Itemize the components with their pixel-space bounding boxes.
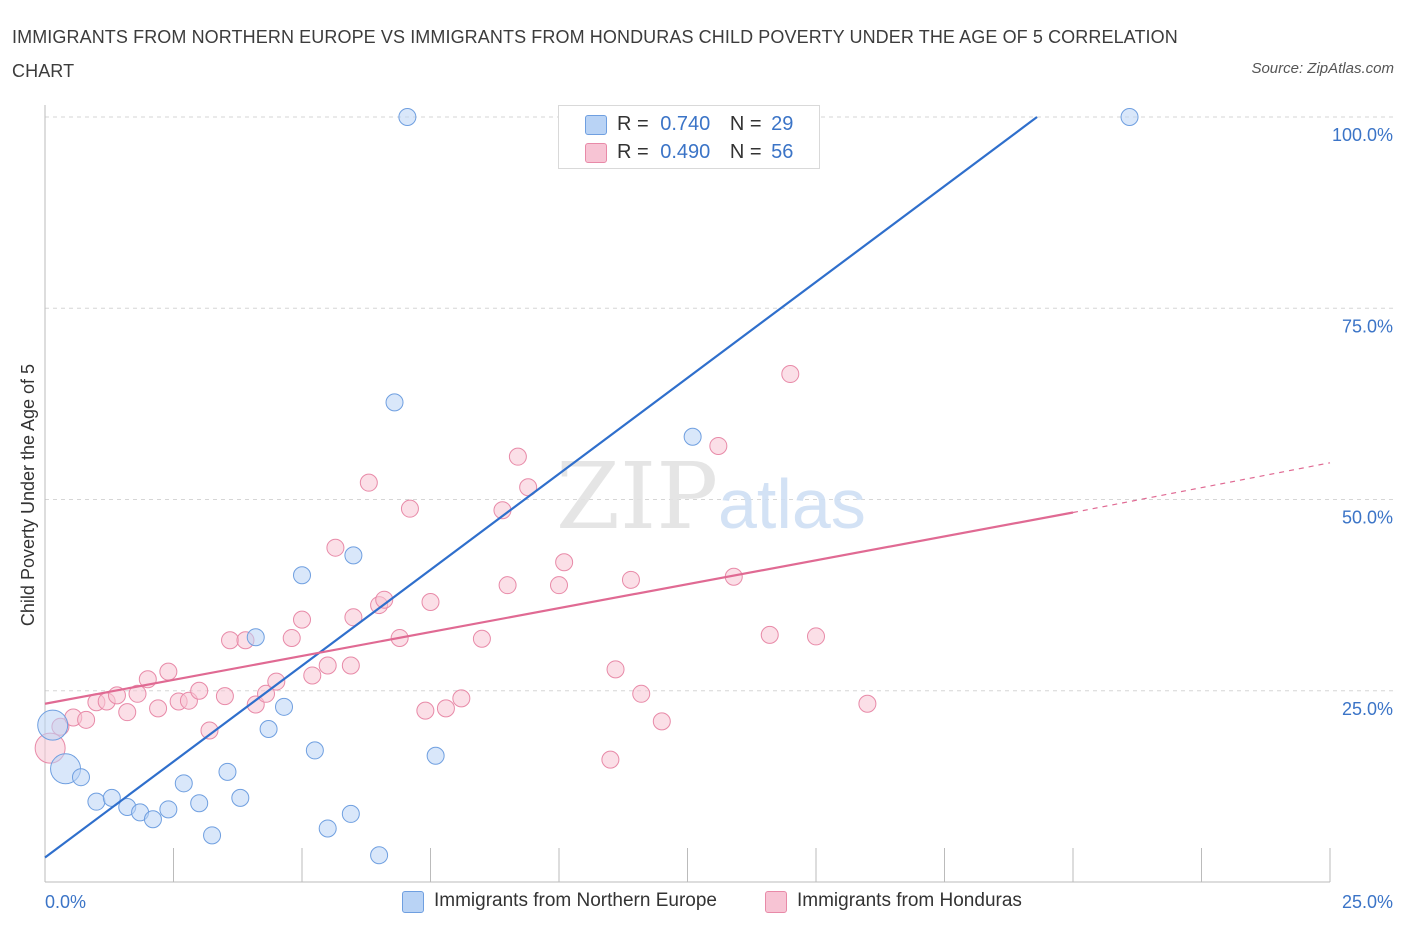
- tick-labels: 25.0% 50.0% 75.0% 100.0% 0.0% 25.0%: [45, 125, 1393, 912]
- northern-europe-point: [426, 746, 445, 765]
- y-tick-label: 100.0%: [1332, 125, 1393, 145]
- honduras-point: [858, 694, 877, 713]
- honduras-point: [452, 689, 471, 708]
- series-name-honduras: Immigrants from Honduras: [797, 890, 1022, 911]
- honduras-point: [149, 699, 168, 718]
- honduras-point: [421, 593, 440, 612]
- series-swatch-pink: [765, 891, 787, 913]
- correlation-legend: R = 0.740 N = 29 R = 0.490 N = 56: [558, 105, 820, 169]
- honduras-point: [128, 684, 147, 703]
- northern-europe-point: [218, 762, 237, 781]
- legend-r-label: R =: [617, 141, 649, 163]
- legend-r-value-pink: 0.490: [660, 141, 711, 163]
- honduras-point: [606, 660, 625, 679]
- northern-europe-point: [143, 810, 162, 829]
- legend-swatch-blue: [585, 115, 607, 135]
- gridlines: [45, 116, 1395, 692]
- legend-r-label: R =: [617, 113, 649, 135]
- northern-europe-point: [87, 792, 106, 811]
- northern-europe-point: [318, 819, 337, 838]
- watermark-zip: ZIP: [556, 443, 718, 550]
- honduras-point: [118, 703, 137, 722]
- honduras-point: [472, 629, 491, 648]
- series-name-northern-europe: Immigrants from Northern Europe: [434, 890, 717, 911]
- x-tick-label: 25.0%: [1342, 892, 1393, 912]
- chart-title: IMMIGRANTS FROM NORTHERN EUROPE VS IMMIG…: [12, 27, 1178, 81]
- northern-europe-point: [683, 427, 702, 446]
- honduras-point: [282, 628, 301, 647]
- northern-europe-point: [344, 546, 363, 565]
- honduras-point: [200, 721, 219, 740]
- northern-europe-point: [231, 788, 250, 807]
- northern-europe-point: [259, 720, 278, 738]
- northern-europe-point: [370, 846, 389, 865]
- honduras-point: [326, 538, 345, 557]
- y-tick-label: 25.0%: [1342, 699, 1393, 719]
- honduras-point: [267, 672, 286, 691]
- trend-line-northern-europe: [44, 116, 1038, 859]
- y-axis-label: Child Poverty Under the Age of 5: [18, 364, 38, 626]
- northern-europe-point: [159, 800, 178, 819]
- y-tick-label: 50.0%: [1342, 508, 1393, 528]
- honduras-point: [621, 570, 640, 589]
- x-tick-label: 0.0%: [45, 892, 86, 912]
- honduras-point: [760, 625, 779, 644]
- honduras-point: [781, 365, 800, 384]
- trend-line-honduras-extension: [1072, 462, 1331, 514]
- legend-n-label: N =: [729, 113, 762, 135]
- honduras-point: [498, 576, 517, 595]
- honduras-point: [190, 681, 209, 700]
- honduras-point: [508, 447, 527, 466]
- honduras-point: [601, 750, 620, 769]
- honduras-point: [632, 684, 651, 703]
- northern-europe-point: [275, 697, 294, 716]
- honduras-point: [221, 631, 240, 650]
- trend-lines: [44, 116, 1331, 859]
- northern-europe-point: [190, 794, 209, 813]
- y-tick-label: 75.0%: [1342, 316, 1393, 336]
- honduras-point: [807, 627, 825, 646]
- trend-line-honduras: [44, 511, 1074, 705]
- northern-europe-point: [1120, 108, 1139, 126]
- northern-europe-point: [246, 628, 265, 647]
- northern-europe-point: [293, 566, 311, 585]
- honduras-point: [359, 473, 378, 492]
- northern-europe-point: [341, 804, 360, 823]
- honduras-point: [400, 499, 419, 518]
- honduras-point: [77, 710, 96, 729]
- honduras-point: [344, 608, 363, 627]
- northern-europe-point: [203, 826, 222, 845]
- honduras-point: [550, 576, 568, 595]
- honduras-point: [555, 553, 574, 572]
- honduras-point: [215, 687, 234, 706]
- northern-europe-point: [398, 108, 417, 126]
- northern-europe-point: [37, 709, 69, 741]
- source-credit: Source: ZipAtlas.com: [1251, 60, 1394, 77]
- honduras-point: [709, 436, 728, 455]
- honduras-point: [652, 712, 671, 731]
- honduras-point: [159, 662, 178, 681]
- honduras-point: [375, 590, 394, 609]
- honduras-points: [34, 365, 877, 769]
- northern-europe-point: [174, 774, 193, 793]
- legend-n-value-pink: 56: [771, 141, 794, 163]
- honduras-point: [436, 699, 455, 718]
- northern-europe-point: [385, 393, 404, 412]
- honduras-point: [293, 610, 311, 629]
- legend-n-value-blue: 29: [771, 113, 794, 135]
- honduras-point: [318, 656, 337, 675]
- series-swatch-blue: [402, 891, 424, 913]
- honduras-point: [416, 701, 435, 720]
- legend-r-value-blue: 0.740: [660, 113, 711, 135]
- watermark-atlas: atlas: [718, 465, 866, 543]
- honduras-point: [303, 666, 322, 685]
- northern-europe-point: [305, 741, 324, 760]
- honduras-point: [341, 656, 360, 675]
- legend-swatch-pink: [585, 143, 607, 163]
- northern-europe-point: [71, 768, 90, 787]
- watermark: ZIP atlas: [556, 443, 866, 550]
- legend-n-label: N =: [729, 141, 762, 163]
